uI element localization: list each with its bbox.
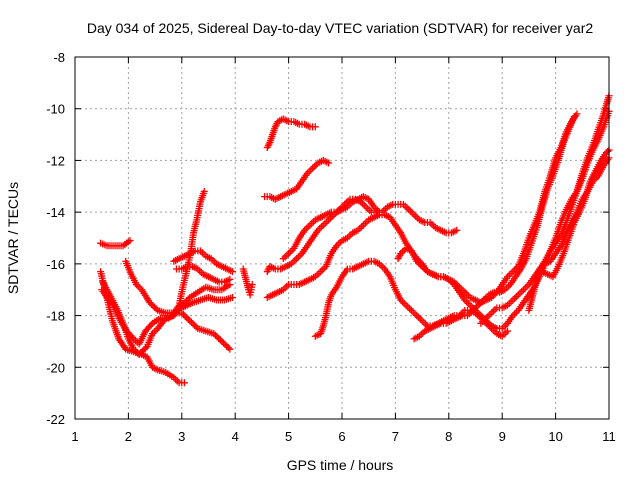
y-tick-label: -16	[46, 257, 65, 272]
data-point	[126, 237, 134, 245]
data-point	[604, 147, 612, 155]
data-point	[504, 327, 512, 335]
data-point	[184, 315, 192, 323]
y-tick-label: -20	[46, 360, 65, 375]
data-point	[325, 159, 333, 167]
series-arc-10	[263, 195, 461, 276]
series-arc-20	[538, 146, 613, 281]
data-point	[146, 299, 154, 307]
axis-ticks: 1 2 3 4 5 6 7 8 9 10 11 -22 -20 -18 -16 -14 -12 -10 -8	[46, 50, 616, 444]
data-point	[181, 312, 189, 320]
data-point	[226, 345, 234, 353]
series-arc-11	[263, 115, 319, 151]
data-point	[141, 344, 149, 352]
data-point	[224, 344, 232, 352]
data-point	[223, 342, 231, 350]
x-tick-label: 6	[338, 429, 345, 444]
plot-frame	[74, 56, 610, 420]
data-point	[187, 318, 195, 326]
x-tick-label: 7	[392, 429, 399, 444]
data-point	[213, 333, 221, 341]
series-arc-1	[97, 237, 134, 250]
data-point	[179, 311, 187, 319]
data-point	[226, 275, 234, 283]
data-point	[137, 349, 145, 357]
x-tick-label: 10	[548, 429, 562, 444]
y-tick-label: -18	[46, 309, 65, 324]
x-tick-label: 4	[232, 429, 239, 444]
data-point	[180, 379, 188, 387]
data-point	[186, 317, 194, 325]
data-point	[149, 302, 157, 310]
data-point	[189, 320, 197, 328]
data-point	[311, 123, 319, 131]
chart-title: Day 034 of 2025, Sidereal Day-to-day VTE…	[87, 20, 593, 36]
x-tick-label: 9	[499, 429, 506, 444]
series-arc-8	[172, 262, 234, 286]
series-arc-17	[410, 112, 578, 343]
series-arc-4	[98, 286, 234, 353]
x-tick-label: 11	[602, 429, 616, 444]
data-point	[184, 295, 192, 303]
data-point	[192, 323, 200, 331]
data-point	[216, 336, 224, 344]
data-point	[453, 226, 461, 234]
data-point	[147, 300, 155, 308]
x-tick-label: 8	[445, 429, 452, 444]
y-tick-label: -22	[46, 412, 65, 427]
x-tick-label: 1	[71, 429, 78, 444]
series-arc-12	[261, 156, 333, 203]
data-marks	[97, 92, 613, 387]
data-point	[219, 339, 227, 347]
data-point	[375, 208, 383, 216]
data-point	[138, 347, 146, 355]
data-point	[191, 321, 199, 329]
data-point	[248, 281, 256, 289]
data-point	[210, 330, 218, 338]
y-tick-label: -12	[46, 153, 65, 168]
series-arc-6	[170, 247, 237, 276]
x-tick-label: 3	[178, 429, 185, 444]
series-arc-9	[239, 265, 256, 299]
data-point	[152, 305, 160, 313]
data-point	[135, 350, 143, 358]
y-tick-label: -8	[53, 50, 65, 65]
data-point	[140, 346, 148, 354]
data-point	[151, 303, 159, 311]
y-axis-title: SDTVAR / TECUs	[5, 182, 21, 294]
data-point	[211, 331, 219, 339]
x-tick-label: 5	[285, 429, 292, 444]
data-point	[570, 112, 578, 120]
data-point	[229, 268, 237, 276]
data-point	[229, 293, 237, 301]
y-tick-label: -14	[46, 205, 65, 220]
series-arc-5	[122, 187, 208, 317]
x-axis-title: GPS time / hours	[287, 457, 394, 473]
x-tick-label: 2	[125, 429, 132, 444]
data-point	[221, 341, 229, 349]
data-point	[128, 333, 136, 341]
data-point	[218, 337, 226, 345]
y-tick-label: -10	[46, 102, 65, 117]
series-arc-7	[172, 293, 237, 314]
data-point	[183, 314, 191, 322]
series-arc-14	[279, 193, 383, 263]
data-point	[215, 334, 223, 342]
data-point	[200, 187, 208, 195]
